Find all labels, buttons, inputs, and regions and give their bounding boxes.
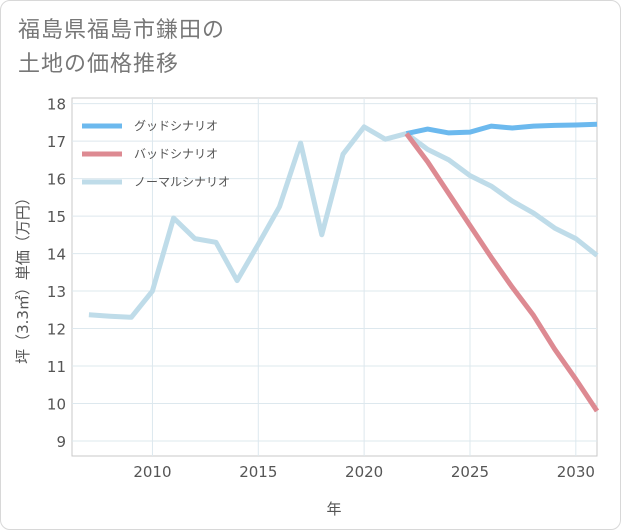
x-tick-label: 2020 xyxy=(345,463,383,481)
x-tick-label: 2030 xyxy=(557,463,595,481)
x-axis-title: 年 xyxy=(326,500,341,518)
series-line-2 xyxy=(88,124,599,320)
page-title: 福島県福島市鎌田の 土地の価格推移 xyxy=(18,14,225,82)
legend-label: バッドシナリオ xyxy=(134,147,218,161)
y-tick-label: 16 xyxy=(47,171,66,189)
y-tick-label: 14 xyxy=(47,246,66,264)
tick-labels: 9 10 11 12 13 14 15 16 17 18 2010 2015 2020 2025 2030 xyxy=(47,96,595,481)
series-line-0 xyxy=(405,121,598,137)
title-line-2: 土地の価格推移 xyxy=(18,52,180,77)
plot-area xyxy=(71,97,598,457)
series-layer xyxy=(88,121,600,413)
y-tick-label: 10 xyxy=(47,396,66,414)
y-tick-label: 12 xyxy=(47,321,66,339)
x-tick-label: 2015 xyxy=(239,463,277,481)
grid xyxy=(72,98,597,456)
x-tick-label: 2025 xyxy=(451,463,489,481)
y-axis-title: 坪（3.3㎡）単価（万円） xyxy=(14,190,32,364)
legend-label: グッドシナリオ xyxy=(134,119,218,133)
title-line-1: 福島県福島市鎌田の xyxy=(18,18,226,43)
y-tick-label: 15 xyxy=(47,208,66,226)
series-line-1 xyxy=(404,132,600,413)
y-tick-label: 11 xyxy=(47,358,66,376)
y-tick-label: 9 xyxy=(56,433,66,451)
x-tick-label: 2010 xyxy=(133,463,171,481)
y-tick-label: 13 xyxy=(47,283,66,301)
y-tick-label: 18 xyxy=(47,96,66,114)
y-tick-label: 17 xyxy=(47,133,66,151)
legend-label: ノーマルシナリオ xyxy=(134,175,230,189)
